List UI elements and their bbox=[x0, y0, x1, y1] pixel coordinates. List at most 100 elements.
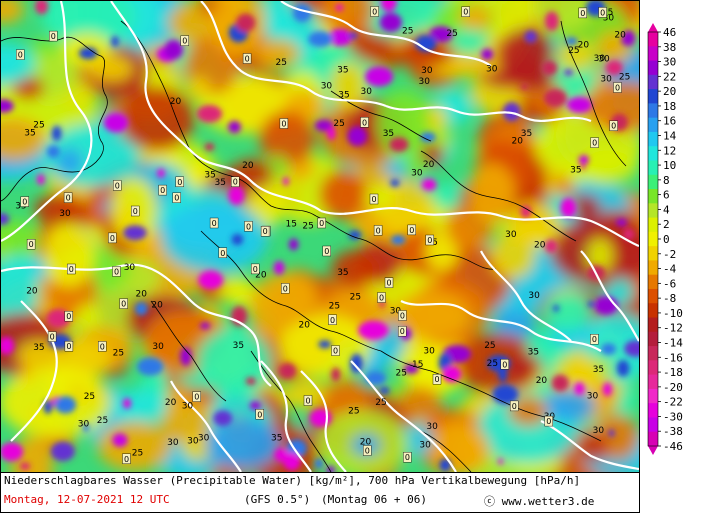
vertical-motion-label: 0 bbox=[427, 236, 432, 245]
legend-tick-label: 22 bbox=[663, 70, 676, 83]
vertical-motion-cores bbox=[1, 1, 639, 472]
isoline-label: 35 bbox=[215, 178, 226, 188]
isoline-label: 20 bbox=[512, 137, 524, 147]
legend-swatch bbox=[648, 388, 658, 404]
vertical-motion-label: 0 bbox=[592, 139, 597, 148]
isoline-label: 30 bbox=[361, 87, 373, 97]
isoline-label: 30 bbox=[167, 438, 179, 448]
isoline-label: 20 bbox=[242, 161, 254, 171]
isoline-label: 35 bbox=[33, 343, 44, 353]
legend-tick-label: -4 bbox=[663, 263, 677, 276]
vertical-motion-label: 0 bbox=[124, 455, 129, 464]
isoline-label: 30 bbox=[78, 420, 90, 430]
legend-swatch bbox=[648, 74, 658, 90]
vertical-motion-label: 0 bbox=[114, 267, 119, 276]
legend-swatch bbox=[648, 189, 658, 204]
vertical-motion-label: 0 bbox=[592, 335, 597, 344]
legend-tick-label: -8 bbox=[663, 292, 676, 305]
vertical-motion-label: 0 bbox=[281, 120, 286, 129]
vertical-motion-label: 0 bbox=[502, 360, 507, 369]
isoline-label: 30 bbox=[528, 291, 540, 301]
legend-tick-label: -6 bbox=[663, 277, 676, 290]
legend-tick-label: 0 bbox=[663, 233, 670, 246]
isoline-label: 25 bbox=[619, 73, 630, 83]
vertical-motion-label: 0 bbox=[100, 342, 105, 351]
isoline-label: 30 bbox=[426, 422, 438, 432]
legend-swatch bbox=[648, 317, 658, 333]
legend-swatch bbox=[648, 89, 658, 104]
vertical-motion-label: 0 bbox=[372, 8, 377, 17]
vertical-motion-label: 0 bbox=[220, 249, 225, 258]
isoline-label: 25 bbox=[568, 46, 579, 56]
vertical-motion-label: 0 bbox=[306, 397, 311, 406]
legend-tick-label: -38 bbox=[663, 425, 683, 438]
vertical-motion-label: 0 bbox=[177, 178, 182, 187]
isoline-label: 35 bbox=[338, 90, 349, 100]
vertical-motion-label: 0 bbox=[110, 234, 115, 243]
isoline-label: 25 bbox=[302, 221, 313, 231]
coastlines-and-borders bbox=[1, 20, 627, 472]
isoline-label: 30 bbox=[486, 64, 498, 74]
legend-swatch bbox=[648, 331, 658, 347]
vertical-motion-label: 0 bbox=[365, 447, 370, 456]
isoline-label: 20 bbox=[165, 398, 177, 408]
legend-swatch bbox=[648, 360, 658, 376]
legend-tick-label: -18 bbox=[663, 366, 683, 379]
isoline-label: 25 bbox=[487, 359, 498, 369]
legend-swatch bbox=[648, 146, 658, 161]
isoline-label: 20 bbox=[299, 321, 311, 331]
legend-swatch bbox=[648, 46, 658, 62]
legend-tick-label: -22 bbox=[663, 396, 683, 409]
vertical-motion-label: 0 bbox=[51, 32, 56, 41]
legend-swatch bbox=[648, 417, 658, 433]
legend-swatch bbox=[648, 231, 658, 247]
isoline-label: 35 bbox=[337, 268, 348, 278]
vertical-motion-label: 0 bbox=[333, 347, 338, 356]
color-scale-legend: 46 38 30 22 20 18 16 14 12 10 8 6 4 2 0 -2 -4 -6 -8 -10 -12-… bbox=[640, 0, 704, 473]
footer-model: (GFS 0.5°) bbox=[244, 493, 311, 506]
legend-tick-label: -46 bbox=[663, 440, 683, 453]
legend-swatch bbox=[648, 60, 658, 76]
vertical-motion-label: 0 bbox=[212, 219, 217, 228]
vertical-motion-label: 0 bbox=[615, 84, 620, 93]
legend-tick-label: -12 bbox=[663, 322, 683, 335]
vertical-motion-label: 0 bbox=[182, 37, 187, 46]
isoline-label: 15 bbox=[286, 220, 297, 230]
isoline-label: 25 bbox=[396, 369, 407, 379]
legend-swatch bbox=[648, 174, 658, 190]
vertical-motion-label: 0 bbox=[174, 194, 179, 203]
isoline-label: 30 bbox=[182, 402, 194, 412]
legend-tick-label: 30 bbox=[663, 56, 676, 69]
legend-tick-label: -20 bbox=[663, 381, 683, 394]
isoline-label: 20 bbox=[136, 290, 148, 300]
legend-tick-label: 10 bbox=[663, 159, 676, 172]
isoline-label: 30 bbox=[59, 209, 71, 219]
isoline-label: 25 bbox=[446, 29, 457, 39]
precipitable-water-isolines bbox=[1, 1, 639, 472]
legend-tick-label: -10 bbox=[663, 307, 683, 320]
vertical-motion-label: 0 bbox=[387, 279, 392, 288]
isoline-label: 30 bbox=[587, 392, 599, 402]
vertical-motion-label: 0 bbox=[246, 222, 251, 231]
isoline-label: 20 bbox=[423, 160, 435, 170]
isoline-label: 30 bbox=[124, 263, 136, 273]
vertical-motion-label: 0 bbox=[160, 186, 165, 195]
isoline-label: 35 bbox=[521, 129, 532, 139]
legend-swatch bbox=[648, 160, 658, 176]
legend-tick-label: 6 bbox=[663, 189, 670, 202]
vertical-motion-label: 0 bbox=[233, 178, 238, 187]
isoline-label: 25 bbox=[113, 348, 124, 358]
legend-swatch bbox=[648, 117, 658, 133]
vertical-motion-label: 0 bbox=[66, 342, 71, 351]
legend-swatch bbox=[648, 217, 658, 233]
vertical-motion-label: 0 bbox=[263, 227, 268, 236]
isoline-label: 35 bbox=[271, 433, 282, 443]
legend-tick-label: 14 bbox=[663, 130, 677, 143]
isoline-label: 25 bbox=[333, 119, 344, 129]
legend-swatch bbox=[648, 274, 658, 290]
isoline-label: 30 bbox=[593, 426, 605, 436]
legend-tick-label: 20 bbox=[663, 85, 676, 98]
isoline-label: 35 bbox=[204, 171, 215, 181]
legend-tick-label: 16 bbox=[663, 115, 676, 128]
isoline-label: 25 bbox=[33, 121, 44, 131]
